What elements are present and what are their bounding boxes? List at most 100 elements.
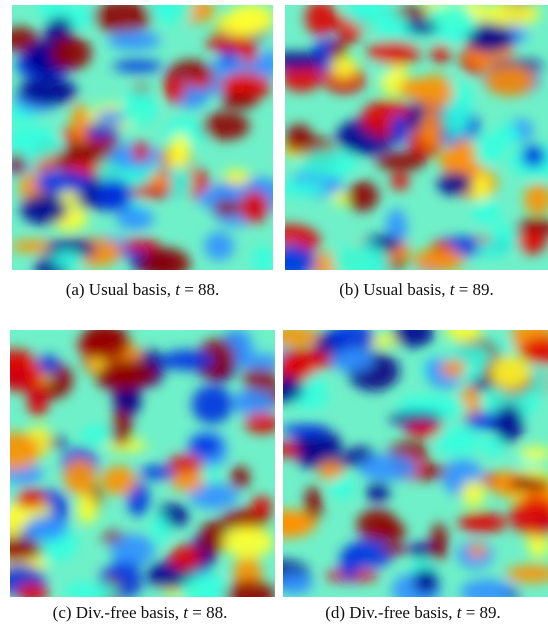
heatmap-blob (375, 521, 407, 542)
heatmap-blob (445, 330, 482, 342)
heatmap-blob (96, 359, 157, 390)
heatmap-blob (27, 381, 49, 418)
heatmap-blob (213, 199, 240, 216)
heatmap-blob (461, 480, 485, 507)
heatmap-blob (283, 348, 334, 373)
heatmap-blob (36, 354, 60, 375)
heatmap-blob (215, 12, 267, 37)
heatmap-blob (283, 376, 304, 403)
heatmap-blob (520, 337, 548, 365)
heatmap-blob (493, 404, 524, 444)
caption: (b) Usual basis, t = 89. (285, 280, 548, 300)
heatmap-blob (519, 446, 548, 461)
heatmap-blob (71, 102, 89, 142)
heatmap-blob (375, 151, 427, 172)
caption-variable: t (456, 603, 462, 622)
heatmap-blob (372, 61, 393, 76)
heatmap-blob (110, 409, 132, 447)
heatmap-blob (358, 454, 419, 481)
heatmap-blob (197, 467, 218, 481)
heatmap (283, 330, 548, 597)
heatmap-blob (330, 474, 355, 500)
heatmap-blob (113, 384, 142, 417)
heatmap-blob (329, 348, 375, 372)
heatmap-blob (390, 114, 409, 145)
heatmap-blob (200, 111, 250, 141)
heatmap-blob (521, 145, 547, 168)
heatmap-blob (255, 50, 273, 79)
caption: (c) Div.-free basis, t = 88. (0, 603, 280, 623)
heatmap-blob (243, 364, 275, 392)
heatmap-blob (472, 172, 490, 202)
heatmap-blob (25, 515, 68, 541)
caption-text: = 88. (184, 280, 220, 299)
heatmap-blob (172, 132, 190, 161)
heatmap-blob (12, 152, 26, 175)
heatmap-blob (191, 385, 233, 424)
heatmap-blob (392, 330, 435, 348)
heatmap-blob (18, 77, 78, 106)
heatmap-blob (421, 108, 441, 147)
heatmap-blob (13, 488, 47, 509)
heatmap-blob (65, 5, 100, 28)
heatmap-blob (332, 192, 349, 205)
heatmap-blob (96, 178, 134, 212)
heatmap-blob (483, 5, 541, 26)
caption-text: (d) Div.-free basis, (325, 603, 453, 622)
heatmap-blob (285, 124, 314, 154)
heatmap-blob (252, 245, 273, 270)
heatmap-blob (16, 583, 49, 597)
caption-text: = 89. (458, 280, 494, 299)
heatmap-blob (76, 492, 98, 525)
heatmap-blob (430, 522, 448, 563)
heatmap-blob (390, 172, 410, 191)
heatmap-blob (367, 40, 421, 66)
heatmap-blob (107, 30, 161, 51)
heatmap-blob (331, 243, 390, 270)
heatmap-blob (345, 5, 399, 28)
heatmap-blob (442, 96, 470, 137)
heatmap-blob (100, 465, 137, 496)
heatmap-blob (34, 170, 92, 195)
heatmap-blob (224, 579, 275, 597)
heatmap-blob (285, 51, 324, 70)
heatmap-blob (185, 74, 214, 88)
heatmap-blob (437, 171, 473, 196)
heatmap-blob (464, 22, 515, 54)
heatmap-blob (189, 435, 222, 457)
heatmap-blob (440, 399, 468, 418)
heatmap-blob (515, 474, 533, 489)
heatmap-blob (180, 574, 230, 597)
heatmap-blob (366, 482, 390, 502)
heatmap-blob (110, 534, 156, 565)
heatmap-blob (205, 36, 257, 52)
heatmap-blob (484, 65, 536, 97)
caption-variable: t (175, 280, 180, 299)
heatmap-blob (435, 427, 482, 455)
caption: (d) Div.-free basis, t = 89. (278, 603, 548, 623)
caption: (a) Usual basis, t = 88. (12, 280, 273, 300)
heatmap-blob (458, 512, 508, 534)
heatmap-blob (231, 388, 275, 416)
heatmap-blob (60, 190, 79, 204)
heatmap-blob (244, 412, 275, 434)
heatmap-blob (509, 496, 548, 536)
heatmap-blob (251, 496, 273, 517)
caption-text: = 88. (192, 603, 228, 622)
heatmap-blob (477, 240, 508, 258)
heatmap-blob (149, 5, 194, 24)
caption-text: = 89. (465, 603, 501, 622)
heatmap-blob (405, 20, 439, 35)
heatmap-blob (51, 250, 85, 269)
heatmap-blob (36, 5, 70, 18)
heatmap-blob (468, 542, 487, 559)
caption-text: (b) Usual basis, (339, 280, 446, 299)
heatmap-blob (94, 110, 130, 125)
heatmap-blob (317, 460, 344, 481)
heatmap-blob (283, 330, 322, 347)
heatmap-blob (460, 579, 513, 597)
heatmap-blob (151, 513, 169, 544)
heatmap-blob (516, 229, 547, 255)
heatmap-blob (346, 180, 379, 212)
